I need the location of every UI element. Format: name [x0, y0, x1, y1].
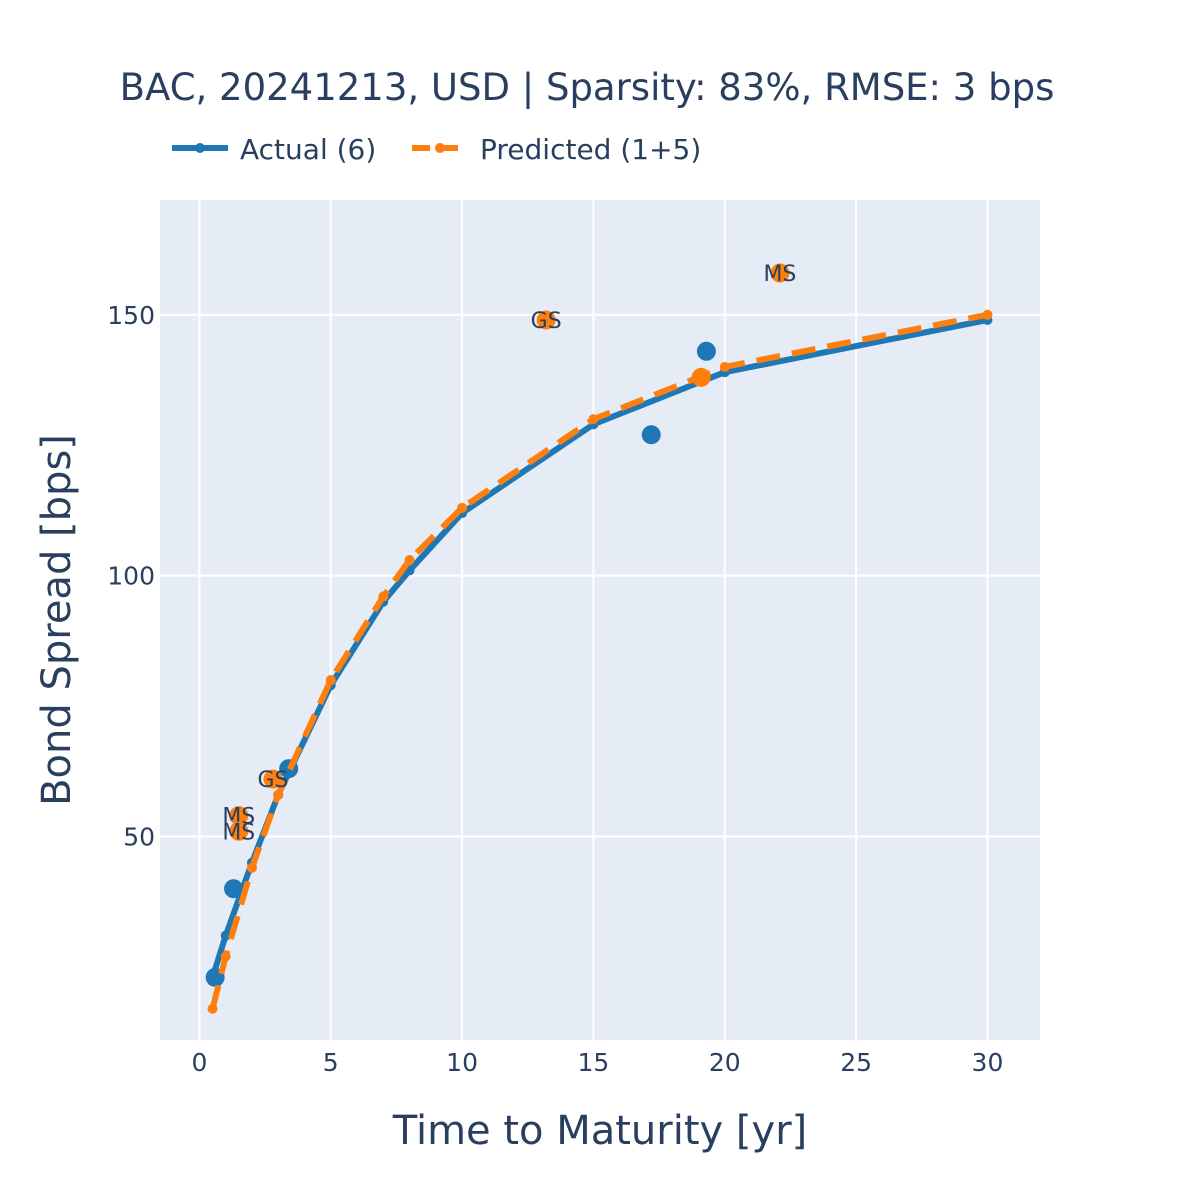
curve-point-predicted	[982, 309, 993, 320]
y-axis-label: Bond Spread [bps]	[34, 434, 80, 806]
observation-label-predicted: MS	[763, 262, 796, 287]
observation-point-actual	[224, 879, 244, 899]
curve-point-predicted	[719, 361, 730, 372]
curve-point-predicted	[273, 789, 284, 800]
legend-item-actual[interactable]: Actual (6)	[172, 133, 376, 166]
observation-point-predicted	[263, 769, 283, 789]
curve-point-predicted	[588, 414, 599, 425]
y-tick-label: 100	[107, 562, 155, 591]
legend-label-actual: Actual (6)	[240, 133, 376, 166]
plot-area	[160, 200, 1040, 1040]
legend[interactable]: Actual (6) Predicted (1+5)	[172, 133, 701, 166]
observation-label-predicted: GS	[257, 768, 288, 793]
chart-title: BAC, 20241213, USD | Sparsity: 83%, RMSE…	[120, 66, 1055, 109]
curve-point-predicted	[220, 951, 231, 962]
tick-labels: 0 5 10 15 20 25 30 50 100 150	[107, 301, 1003, 1077]
curve-point-predicted	[325, 675, 336, 685]
x-tick-label: 5	[323, 1048, 339, 1077]
x-tick-label: 0	[191, 1048, 207, 1077]
observation-label-predicted: MS	[222, 820, 255, 845]
observation-point-actual	[696, 341, 716, 361]
observation-label-predicted: GS	[531, 309, 562, 334]
x-tick-label: 15	[578, 1048, 610, 1077]
y-tick-label: 50	[123, 823, 155, 852]
observation-point-actual	[641, 425, 661, 445]
observation-point-predicted	[229, 821, 249, 841]
x-axis-label: Time to Maturity [yr]	[392, 1108, 808, 1154]
observation-point-predicted	[536, 310, 556, 330]
curve-point-predicted	[457, 502, 468, 513]
curve-point-predicted	[378, 591, 389, 602]
legend-marker-actual	[195, 143, 205, 153]
legend-marker-predicted	[435, 143, 445, 153]
x-tick-label: 30	[972, 1048, 1004, 1077]
observation-point-predicted	[770, 263, 790, 283]
x-tick-label: 20	[709, 1048, 741, 1077]
observation-point-predicted	[229, 806, 249, 826]
grid	[160, 200, 1040, 1040]
curve-point-predicted	[207, 1003, 218, 1014]
legend-item-predicted[interactable]: Predicted (1+5)	[412, 133, 701, 166]
y-tick-label: 150	[107, 301, 155, 330]
x-tick-label: 10	[446, 1048, 478, 1077]
curve-point-predicted	[404, 555, 415, 565]
observation-point-predicted	[691, 367, 711, 387]
x-tick-label: 25	[840, 1048, 872, 1077]
curve-point-predicted	[246, 862, 257, 873]
legend-label-predicted: Predicted (1+5)	[480, 133, 701, 166]
